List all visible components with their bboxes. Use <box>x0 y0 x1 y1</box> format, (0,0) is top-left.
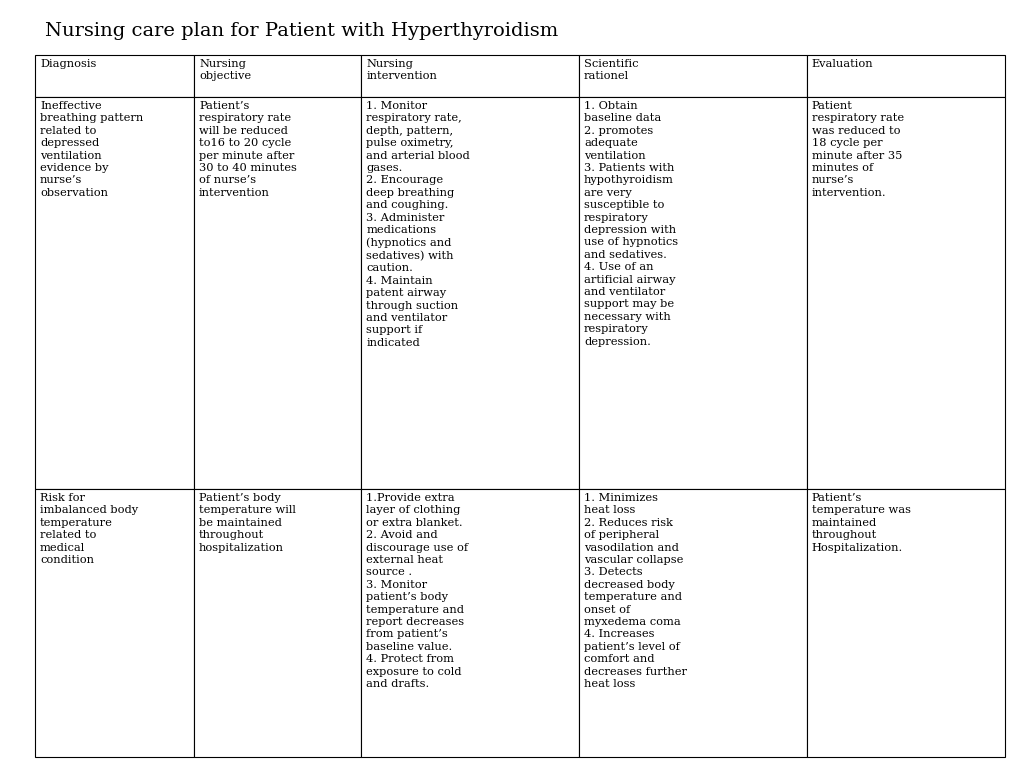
Bar <box>579 97 807 489</box>
Text: 1.Provide extra
layer of clothing
or extra blanket.
2. Avoid and
discourage use : 1.Provide extra layer of clothing or ext… <box>367 493 469 689</box>
Text: Ineffective
breathing pattern
related to
depressed
ventilation
evidence by
nurse: Ineffective breathing pattern related to… <box>40 101 143 198</box>
Text: 1. Obtain
baseline data
2. promotes
adequate
ventilation
3. Patients with
hypoth: 1. Obtain baseline data 2. promotes adeq… <box>584 101 678 346</box>
Bar <box>361 489 579 757</box>
Text: Nursing
objective: Nursing objective <box>199 59 251 81</box>
Bar <box>35 55 195 97</box>
Bar <box>35 97 195 489</box>
Bar <box>579 55 807 97</box>
Text: Patient’s
temperature was
maintained
throughout
Hospitalization.: Patient’s temperature was maintained thr… <box>812 493 911 553</box>
Text: Patient’s
respiratory rate
will be reduced
to16 to 20 cycle
per minute after
30 : Patient’s respiratory rate will be reduc… <box>199 101 297 198</box>
Text: Risk for
imbalanced body
temperature
related to
medical
condition: Risk for imbalanced body temperature rel… <box>40 493 138 565</box>
Text: Nursing care plan for Patient with Hyperthyroidism: Nursing care plan for Patient with Hyper… <box>45 22 558 40</box>
Bar <box>807 489 1005 757</box>
Text: Scientific
rationel: Scientific rationel <box>584 59 639 81</box>
Bar <box>195 97 361 489</box>
Text: Patient
respiratory rate
was reduced to
18 cycle per
minute after 35
minutes of
: Patient respiratory rate was reduced to … <box>812 101 904 198</box>
Bar <box>579 489 807 757</box>
Bar <box>807 97 1005 489</box>
Text: Evaluation: Evaluation <box>812 59 873 69</box>
Bar <box>361 97 579 489</box>
Text: Nursing
intervention: Nursing intervention <box>367 59 437 81</box>
Text: Patient’s body
temperature will
be maintained
throughout
hospitalization: Patient’s body temperature will be maint… <box>199 493 296 553</box>
Bar <box>195 55 361 97</box>
Text: Diagnosis: Diagnosis <box>40 59 96 69</box>
Bar <box>361 55 579 97</box>
Bar <box>35 489 195 757</box>
Bar <box>807 55 1005 97</box>
Text: 1. Monitor
respiratory rate,
depth, pattern,
pulse oximetry,
and arterial blood
: 1. Monitor respiratory rate, depth, patt… <box>367 101 470 348</box>
Bar <box>195 489 361 757</box>
Text: 1. Minimizes
heat loss
2. Reduces risk
of peripheral
vasodilation and
vascular c: 1. Minimizes heat loss 2. Reduces risk o… <box>584 493 687 689</box>
